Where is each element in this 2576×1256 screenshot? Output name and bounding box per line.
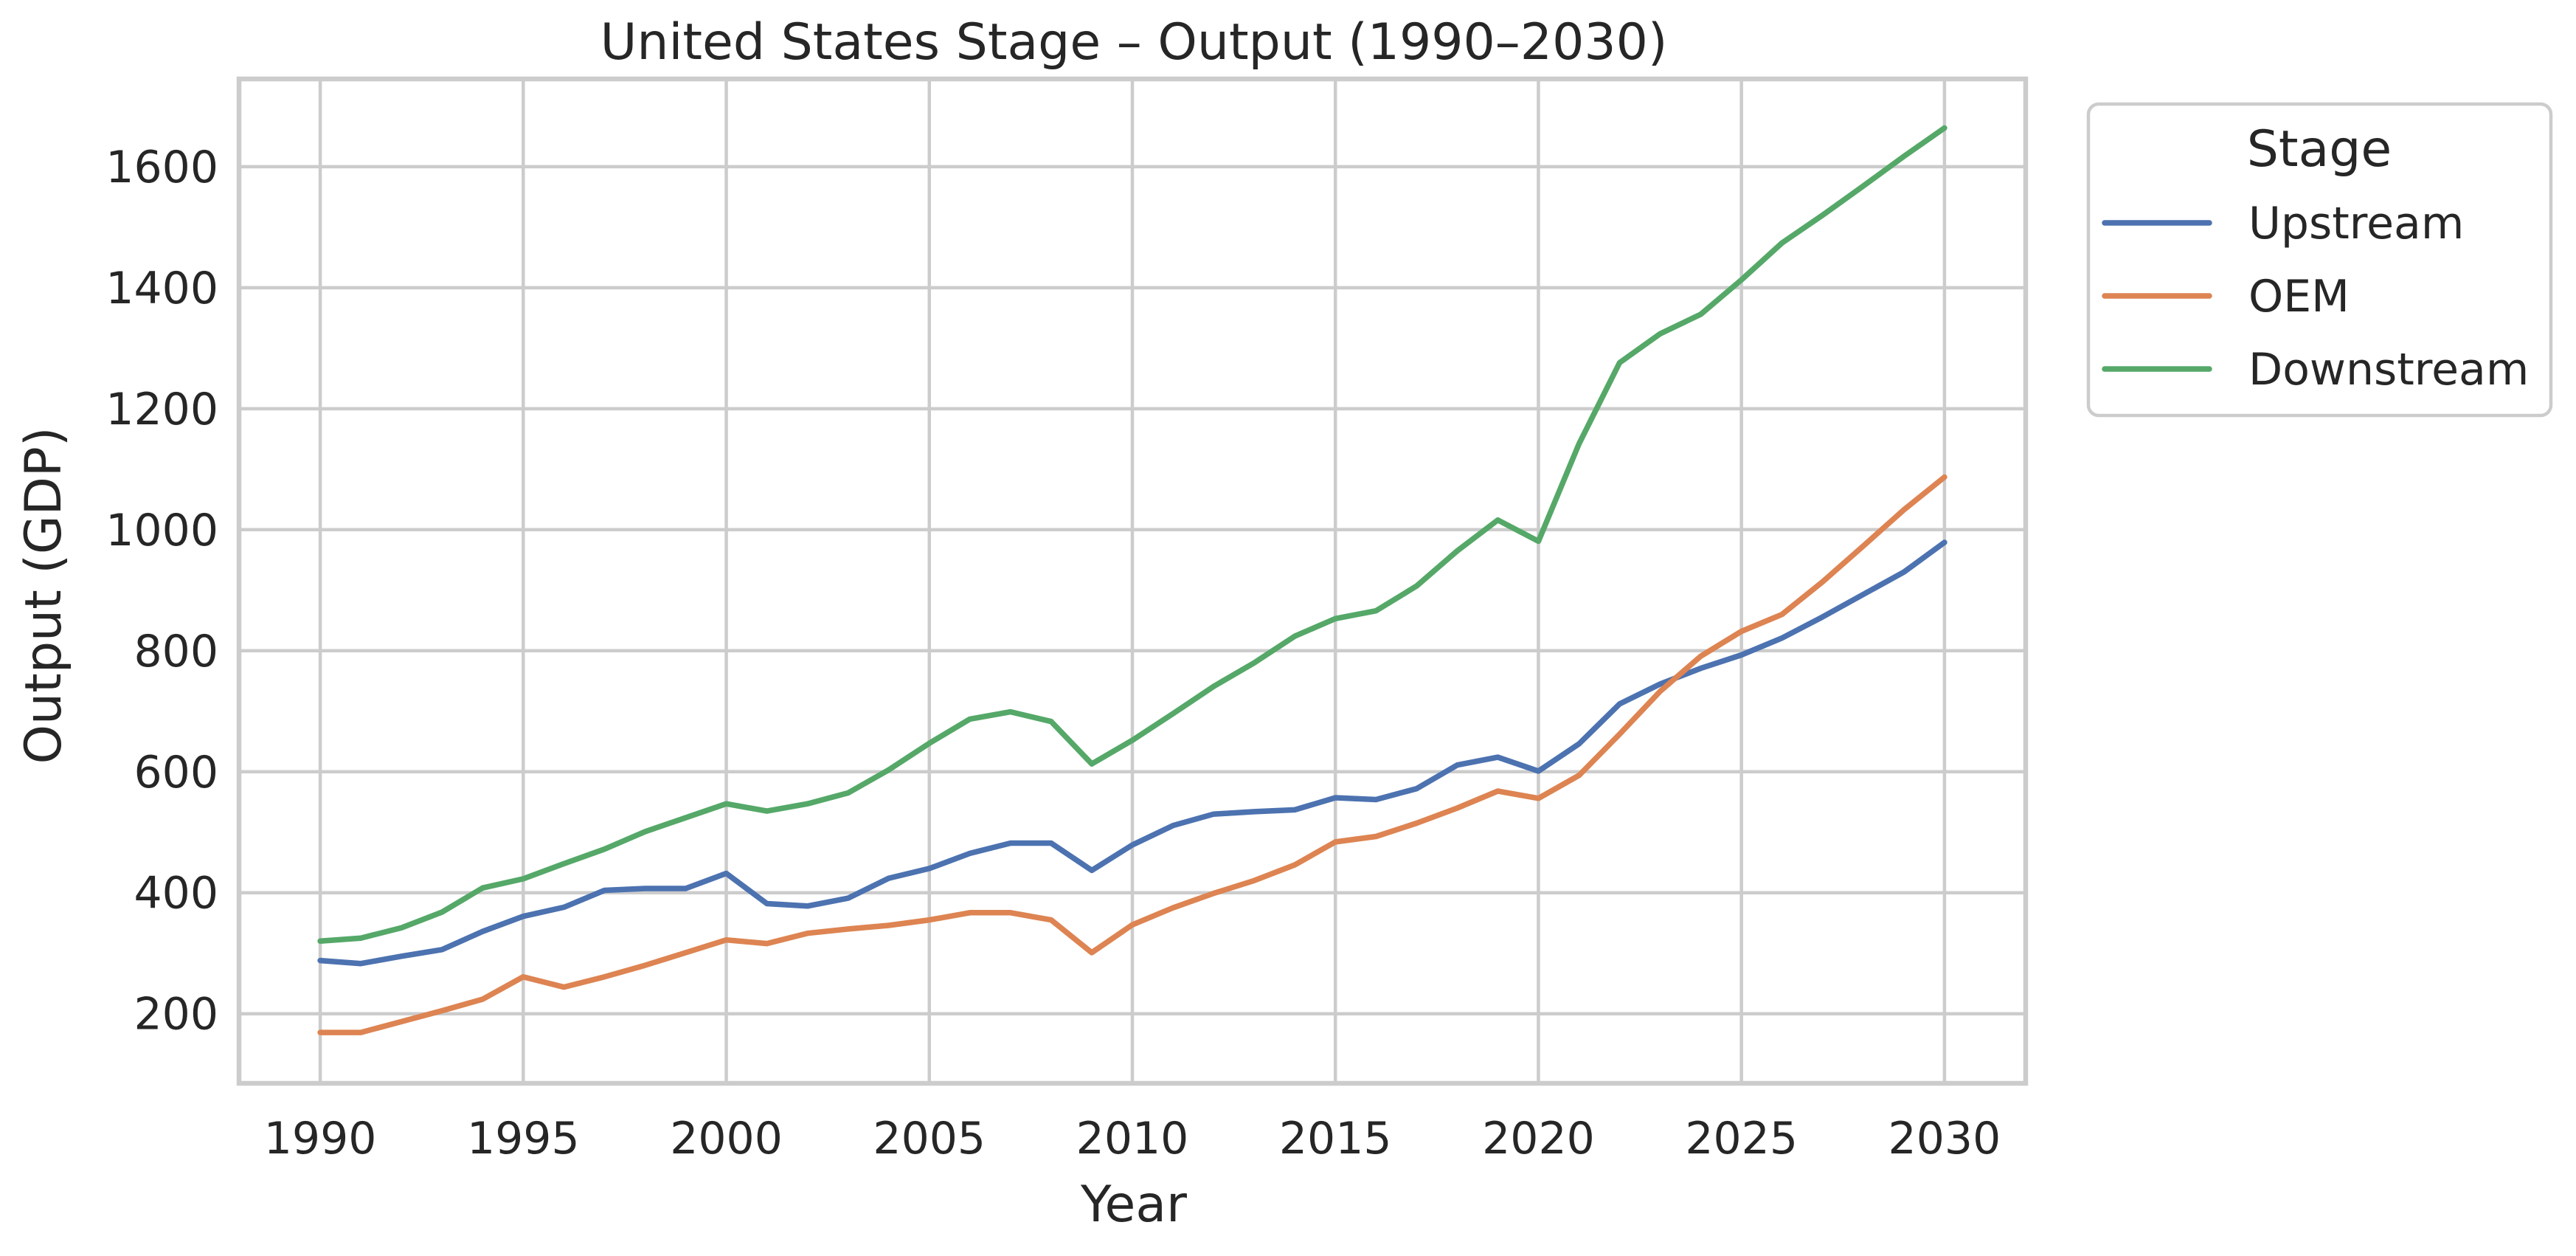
y-tick-label: 600	[134, 747, 218, 798]
x-tick-label: 2000	[670, 1113, 783, 1164]
legend-label-upstream: Upstream	[2248, 198, 2464, 249]
x-tick-label: 2015	[1279, 1113, 1392, 1164]
legend-items: Upstream OEM Downstream	[2102, 198, 2529, 396]
legend-box	[2086, 102, 2553, 418]
y-tick-label: 800	[134, 626, 218, 677]
tick-labels: 1990 1995 2000 2005 2010 2015 2020 2025 2030 200 4…	[105, 142, 2001, 1164]
x-tick-label: 2025	[1685, 1113, 1798, 1164]
y-tick-label: 1200	[105, 384, 218, 435]
legend-title: Stage	[2247, 120, 2392, 179]
x-tick-label: 2010	[1076, 1113, 1189, 1164]
y-tick-label: 400	[134, 868, 218, 919]
x-axis-label: Year	[1080, 1176, 1187, 1234]
legend-label-downstream: Downstream	[2248, 344, 2529, 396]
x-tick-label: 2005	[873, 1113, 986, 1164]
x-tick-label: 1990	[264, 1113, 377, 1164]
x-tick-label: 2030	[1888, 1113, 2001, 1164]
x-tick-label: 2020	[1482, 1113, 1595, 1164]
legend-label-oem: OEM	[2248, 271, 2350, 322]
series-lines	[317, 125, 1947, 1035]
series-line-downstream	[317, 125, 1947, 945]
y-tick-label: 200	[134, 989, 218, 1041]
plot-area-frame	[236, 76, 2029, 1086]
series-line-oem	[317, 474, 1947, 1035]
y-tick-label: 1400	[105, 263, 218, 314]
y-axis-label: Output (GDP)	[15, 427, 73, 765]
grid	[239, 79, 2026, 1083]
y-tick-label: 1600	[105, 142, 218, 193]
legend: Stage Upstream OEM Downstream	[2086, 102, 2553, 418]
y-tick-label: 1000	[105, 505, 218, 556]
x-tick-label: 1995	[467, 1113, 580, 1164]
chart-title: United States Stage – Output (1990–2030)	[600, 13, 1668, 72]
